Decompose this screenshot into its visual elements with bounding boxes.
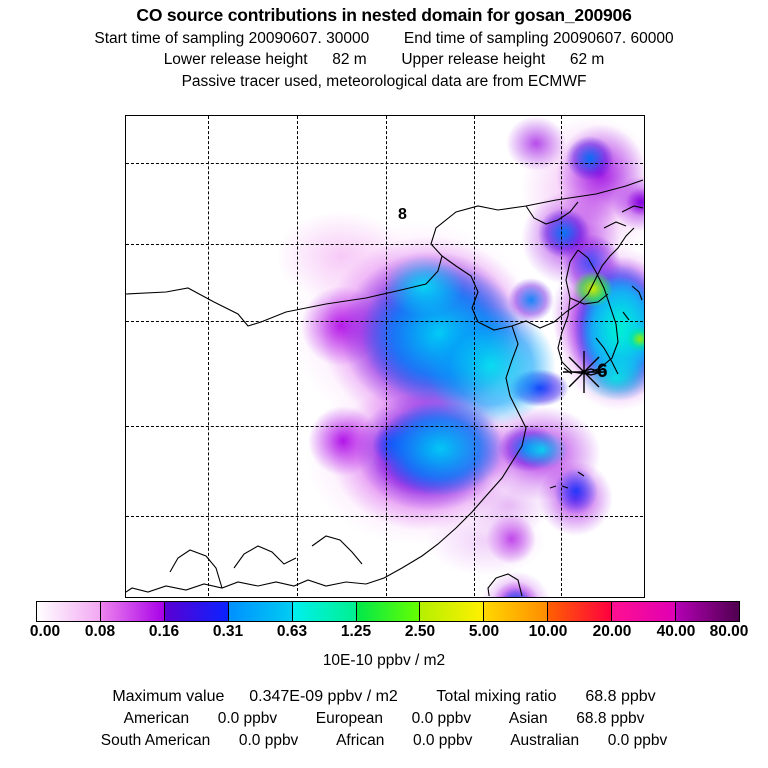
colorbar-tick-8: 10.00 bbox=[528, 623, 568, 640]
total-ratio-value: 68.8 ppbv bbox=[585, 688, 656, 705]
colorbar-segment-6 bbox=[420, 602, 485, 621]
colorbar-tick-2: 0.16 bbox=[148, 623, 180, 640]
region-value-south-american: 0.0 ppbv bbox=[238, 732, 299, 749]
colorbar-segment-4 bbox=[292, 602, 357, 621]
region-value-australian: 0.0 ppbv bbox=[607, 732, 668, 749]
region-name-australian: Australian bbox=[510, 732, 580, 749]
gridline-horizontal bbox=[126, 321, 643, 322]
concentration-plume-layer bbox=[126, 116, 644, 597]
tracer-info-line: Passive tracer used, meteorological data… bbox=[181, 72, 587, 90]
upper-release-height-label: Upper release height bbox=[401, 51, 546, 68]
map-plot-area[interactable]: 8 6 bbox=[125, 115, 645, 598]
region-value-asian: 68.8 ppbv bbox=[576, 710, 645, 727]
station-label-6: 6 bbox=[597, 361, 608, 382]
colorbar[interactable] bbox=[36, 601, 740, 622]
colorbar-segment-0 bbox=[37, 602, 101, 621]
gridline-horizontal bbox=[126, 163, 643, 164]
map-inner: 8 6 bbox=[126, 116, 644, 597]
region-name-american: American bbox=[123, 710, 190, 727]
colorbar-tick-1: 0.08 bbox=[84, 623, 116, 640]
gridline-vertical bbox=[561, 116, 562, 596]
colorbar-segment-2 bbox=[164, 602, 229, 621]
colorbar-segment-3 bbox=[228, 602, 293, 621]
lower-release-height-label: Lower release height bbox=[163, 51, 308, 68]
release-height-line: Lower release height 82 m Upper release … bbox=[0, 51, 768, 69]
gridline-horizontal bbox=[126, 516, 643, 517]
region-name-asian: Asian bbox=[508, 710, 548, 727]
lower-release-height-value: 82 m bbox=[332, 51, 367, 68]
page-title: CO source contributions in nested domain… bbox=[136, 5, 632, 25]
figure-header: CO source contributions in nested domain… bbox=[0, 0, 768, 91]
colorbar-tick-0: 0.00 bbox=[29, 623, 61, 640]
footer-region-row-1: American 0.0 ppbv European 0.0 ppbv Asia… bbox=[0, 710, 768, 728]
region-name-south-american: South American bbox=[100, 732, 211, 749]
gridline-horizontal bbox=[126, 426, 643, 427]
region-value-african: 0.0 ppbv bbox=[412, 732, 473, 749]
colorbar-segment-1 bbox=[100, 602, 165, 621]
end-time-label: End time of sampling bbox=[403, 29, 549, 47]
colorbar-segment-7 bbox=[484, 602, 549, 621]
region-value-european: 0.0 ppbv bbox=[411, 710, 472, 727]
start-time-value: 20090607. 30000 bbox=[248, 29, 370, 47]
max-value-value: 0.347E-09 ppbv / m2 bbox=[249, 688, 398, 705]
region-label-8: 8 bbox=[398, 206, 407, 223]
colorbar-tick-6: 2.50 bbox=[404, 623, 436, 640]
map-gridlines bbox=[126, 116, 643, 596]
colorbar-segment-9 bbox=[612, 602, 677, 621]
colorbar-tick-10: 40.00 bbox=[656, 623, 696, 640]
upper-release-height-value: 62 m bbox=[569, 51, 605, 68]
region-name-african: African bbox=[336, 732, 385, 749]
start-time-label: Start time of sampling bbox=[94, 29, 245, 47]
colorbar-segment-8 bbox=[548, 602, 613, 621]
colorbar-tick-3: 0.31 bbox=[212, 623, 244, 640]
colorbar-unit-label: 10E-10 ppbv / m2 bbox=[322, 652, 446, 669]
sampling-time-line: Start time of sampling 20090607. 30000 E… bbox=[0, 30, 768, 48]
gridline-vertical bbox=[386, 116, 387, 596]
footer-summary-row: Maximum value 0.347E-09 ppbv / m2 Total … bbox=[0, 688, 768, 706]
figure-footer: Maximum value 0.347E-09 ppbv / m2 Total … bbox=[0, 684, 768, 750]
colorbar-tick-5: 1.25 bbox=[340, 623, 372, 640]
colorbar-tick-labels: 0.00 0.08 0.16 0.31 0.63 1.25 2.50 5.00 10.00 20.… bbox=[0, 623, 768, 643]
gridline-vertical bbox=[474, 116, 475, 596]
end-time-value: 20090607. 60000 bbox=[552, 29, 674, 47]
colorbar-tick-4: 0.63 bbox=[276, 623, 308, 640]
region-name-european: European bbox=[315, 710, 384, 727]
footer-region-row-2: South American 0.0 ppbv African 0.0 ppbv… bbox=[0, 732, 768, 750]
total-ratio-label: Total mixing ratio bbox=[436, 688, 557, 705]
gridline-vertical bbox=[297, 116, 298, 596]
gridline-vertical bbox=[208, 116, 209, 596]
colorbar-tick-9: 20.00 bbox=[592, 623, 632, 640]
station-marker-icon bbox=[563, 351, 605, 393]
region-value-american: 0.0 ppbv bbox=[217, 710, 278, 727]
gridline-horizontal bbox=[126, 244, 643, 245]
max-value-label: Maximum value bbox=[112, 688, 225, 705]
colorbar-tick-11: 80.00 bbox=[709, 623, 749, 640]
colorbar-segment-10 bbox=[676, 602, 739, 621]
colorbar-segment-5 bbox=[356, 602, 421, 621]
colorbar-tick-7: 5.00 bbox=[468, 623, 500, 640]
